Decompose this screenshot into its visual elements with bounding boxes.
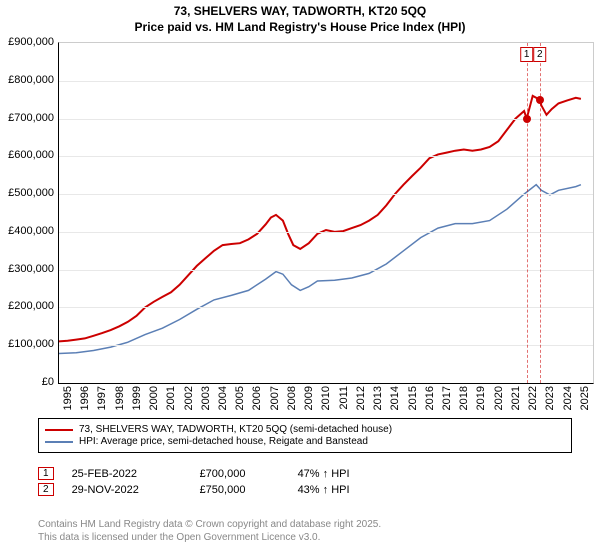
title-line2: Price paid vs. HM Land Registry's House … — [0, 20, 600, 36]
marker-point — [523, 115, 531, 123]
series-line — [59, 96, 581, 342]
legend-item: HPI: Average price, semi-detached house,… — [45, 436, 565, 447]
sale-date: 29-NOV-2022 — [72, 484, 182, 496]
line-series-svg — [59, 43, 593, 383]
y-tick-label: £400,000 — [4, 225, 54, 237]
footer-attribution: Contains HM Land Registry data © Crown c… — [38, 518, 381, 544]
legend-label: 73, SHELVERS WAY, TADWORTH, KT20 5QQ (se… — [79, 424, 392, 435]
footer-line1: Contains HM Land Registry data © Crown c… — [38, 518, 381, 531]
chart-area: £0 £100,000 £200,000 £300,000 £400,000 £500,0… — [4, 42, 594, 412]
sale-row: 1 25-FEB-2022 £700,000 47% ↑ HPI — [38, 467, 388, 480]
sale-badge: 1 — [38, 467, 54, 480]
x-tick-label: 2025 — [579, 386, 600, 410]
y-tick-label: £100,000 — [4, 338, 54, 350]
sale-delta: 47% ↑ HPI — [298, 468, 388, 480]
legend-swatch — [45, 429, 73, 431]
chart-container: 73, SHELVERS WAY, TADWORTH, KT20 5QQ Pri… — [0, 0, 600, 560]
marker-vline — [540, 43, 541, 383]
gridline — [59, 307, 593, 308]
y-tick-label: £500,000 — [4, 187, 54, 199]
gridline — [59, 270, 593, 271]
gridline — [59, 194, 593, 195]
sale-price: £750,000 — [200, 484, 280, 496]
y-tick-label: £900,000 — [4, 36, 54, 48]
y-tick-label: £700,000 — [4, 112, 54, 124]
plot-region: 12 — [58, 42, 594, 384]
y-tick-label: £0 — [4, 376, 54, 388]
y-tick-label: £200,000 — [4, 300, 54, 312]
sale-badge: 2 — [38, 483, 54, 496]
sales-table: 1 25-FEB-2022 £700,000 47% ↑ HPI 2 29-NOV-202… — [38, 464, 388, 499]
footer-line2: This data is licensed under the Open Gov… — [38, 531, 381, 544]
gridline — [59, 232, 593, 233]
y-tick-label: £800,000 — [4, 74, 54, 86]
title-line1: 73, SHELVERS WAY, TADWORTH, KT20 5QQ — [0, 4, 600, 20]
sale-delta: 43% ↑ HPI — [298, 484, 388, 496]
marker-flag: 2 — [533, 47, 547, 62]
legend-swatch — [45, 441, 73, 443]
legend-item: 73, SHELVERS WAY, TADWORTH, KT20 5QQ (se… — [45, 424, 565, 435]
marker-vline — [527, 43, 528, 383]
sale-row: 2 29-NOV-2022 £750,000 43% ↑ HPI — [38, 483, 388, 496]
gridline — [59, 119, 593, 120]
sale-price: £700,000 — [200, 468, 280, 480]
legend-label: HPI: Average price, semi-detached house,… — [79, 436, 368, 447]
marker-point — [536, 96, 544, 104]
legend: 73, SHELVERS WAY, TADWORTH, KT20 5QQ (se… — [38, 418, 572, 453]
gridline — [59, 81, 593, 82]
y-tick-label: £300,000 — [4, 263, 54, 275]
y-tick-label: £600,000 — [4, 149, 54, 161]
chart-title: 73, SHELVERS WAY, TADWORTH, KT20 5QQ Pri… — [0, 0, 600, 35]
sale-date: 25-FEB-2022 — [72, 468, 182, 480]
gridline — [59, 345, 593, 346]
gridline — [59, 156, 593, 157]
marker-flag: 1 — [520, 47, 534, 62]
